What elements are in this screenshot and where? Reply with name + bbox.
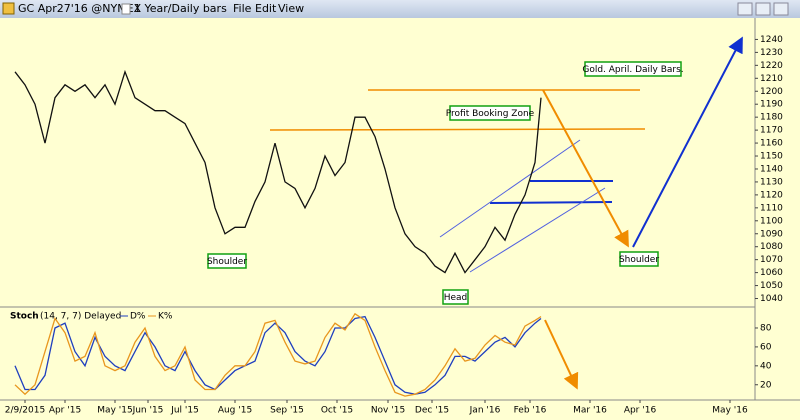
y-tick-label: 40 (760, 361, 772, 371)
y-tick-label: 1220 (760, 61, 783, 71)
annotation: Shoulder (207, 257, 247, 267)
annotation-box (584, 61, 682, 77)
symbol-dropdown[interactable] (121, 3, 131, 15)
x-tick-label: 2/9/2015 (5, 406, 45, 416)
annotation-box (619, 251, 659, 267)
y-tick-label: 1230 (760, 48, 783, 58)
series-line (14, 69, 542, 274)
menu-item[interactable]: View (278, 2, 304, 15)
menu-item[interactable]: Edit (255, 2, 277, 15)
channel-line (469, 187, 606, 273)
app-icon (2, 2, 15, 15)
y-tick-label: 1170 (760, 126, 783, 136)
series-line (14, 312, 542, 397)
x-tick-label: Jun '15 (132, 406, 164, 416)
y-tick-label: 1140 (760, 164, 783, 174)
indicator-title: Stoch (10, 312, 39, 322)
x-tick-label: Sep '15 (270, 406, 304, 416)
x-tick-label: May '15 (97, 406, 132, 416)
y-tick-label: 1110 (760, 203, 783, 213)
y-tick-label: 1210 (760, 74, 783, 84)
series-line (14, 315, 542, 395)
legend-label: K% (158, 312, 173, 322)
y-tick-label: 1190 (760, 100, 783, 110)
period: 1 Year/Daily bars (134, 2, 227, 15)
annotation: Shoulder (619, 255, 659, 265)
annotation-box (207, 253, 247, 269)
minimize-button[interactable] (737, 2, 753, 16)
annotation-box (449, 105, 531, 121)
y-tick-label: 1100 (760, 216, 783, 226)
annotation: Head (444, 293, 468, 303)
y-tick-label: 1240 (760, 35, 783, 45)
y-tick-label: 1040 (760, 294, 783, 304)
legend-label: D% (130, 312, 146, 322)
symbol: GC Apr27'16 @NYMEX (18, 2, 142, 15)
y-tick-label: 1070 (760, 255, 783, 265)
close-button[interactable] (773, 2, 789, 16)
annotation: Gold. April. Daily Bars. (582, 65, 683, 75)
y-tick-label: 1150 (760, 152, 783, 162)
x-tick-label: Aug '15 (218, 406, 252, 416)
resistance-line (269, 128, 646, 131)
title-bar (0, 0, 800, 18)
x-tick-label: Nov '15 (371, 406, 405, 416)
maximize-button[interactable] (755, 2, 771, 16)
support-line (489, 201, 613, 204)
projection-arrow (632, 36, 743, 248)
y-tick-label: 1200 (760, 87, 783, 97)
y-tick-label: 1180 (760, 113, 783, 123)
y-tick-label: 1120 (760, 190, 783, 200)
x-tick-label: Mar '16 (573, 406, 607, 416)
y-tick-label: 1050 (760, 281, 783, 291)
y-tick-label: 20 (760, 380, 772, 390)
annotation-box (442, 289, 469, 305)
x-tick-label: Jan '16 (469, 406, 501, 416)
x-tick-label: Dec '15 (415, 406, 449, 416)
y-tick-label: 1130 (760, 177, 783, 187)
x-tick-label: May '16 (712, 406, 748, 416)
y-tick-label: 1060 (760, 268, 783, 278)
x-tick-label: Apr '15 (49, 406, 81, 416)
y-tick-label: 1160 (760, 139, 783, 149)
menu-item[interactable]: File (233, 2, 252, 15)
indicator-params: (14, 7, 7) Delayed (40, 312, 121, 322)
projection-arrow (542, 89, 629, 248)
y-tick-label: 1080 (760, 242, 783, 252)
y-tick-label: 60 (760, 342, 772, 352)
y-tick-label: 1090 (760, 229, 783, 239)
x-tick-label: Apr '16 (624, 406, 657, 416)
y-tick-label: 80 (760, 323, 772, 333)
channel-line (439, 139, 581, 238)
x-tick-label: Oct '15 (321, 406, 353, 416)
annotation: Profit Booking Zone (446, 109, 535, 119)
x-tick-label: Feb '16 (514, 406, 547, 416)
projection-arrow (544, 319, 579, 390)
x-tick-label: Jul '15 (170, 406, 199, 416)
